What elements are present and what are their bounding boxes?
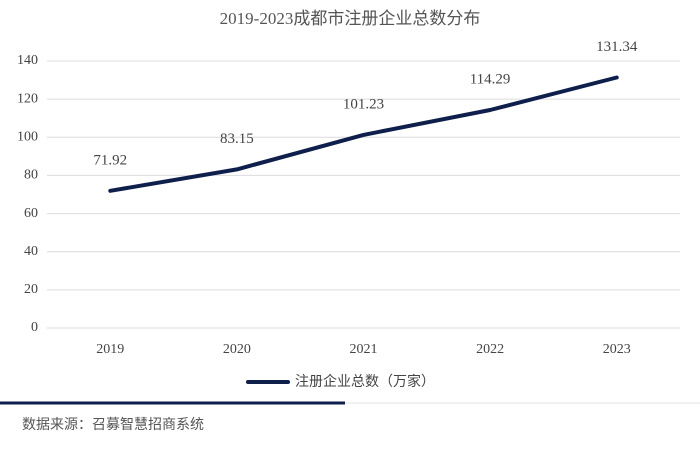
data-line	[108, 75, 619, 193]
x-tick-label: 2021	[350, 342, 378, 357]
x-tick-label: 2020	[223, 342, 251, 357]
data-label: 101.23	[343, 96, 384, 112]
y-tick-label: 40	[24, 244, 38, 259]
x-tick-label: 2023	[603, 342, 631, 357]
data-label: 114.29	[470, 71, 511, 87]
data-label: 83.15	[220, 131, 254, 147]
y-tick-label: 60	[24, 206, 38, 221]
y-tick-label: 80	[24, 168, 38, 183]
y-tick-label: 20	[24, 282, 38, 297]
source-note: 数据来源：召募智慧招商系统	[22, 417, 204, 433]
y-tick-label: 120	[17, 91, 38, 106]
chart-title: 2019-2023成都市注册企业总数分布	[220, 9, 481, 28]
x-tick-label: 2019	[96, 342, 124, 357]
y-tick-label: 100	[17, 130, 38, 145]
data-label: 131.34	[596, 39, 638, 55]
y-tick-label: 0	[31, 320, 38, 335]
data-label: 71.92	[93, 152, 127, 168]
legend-label: 注册企业总数（万家）	[295, 373, 435, 390]
y-tick-label: 140	[17, 53, 38, 68]
x-tick-label: 2022	[476, 342, 504, 357]
